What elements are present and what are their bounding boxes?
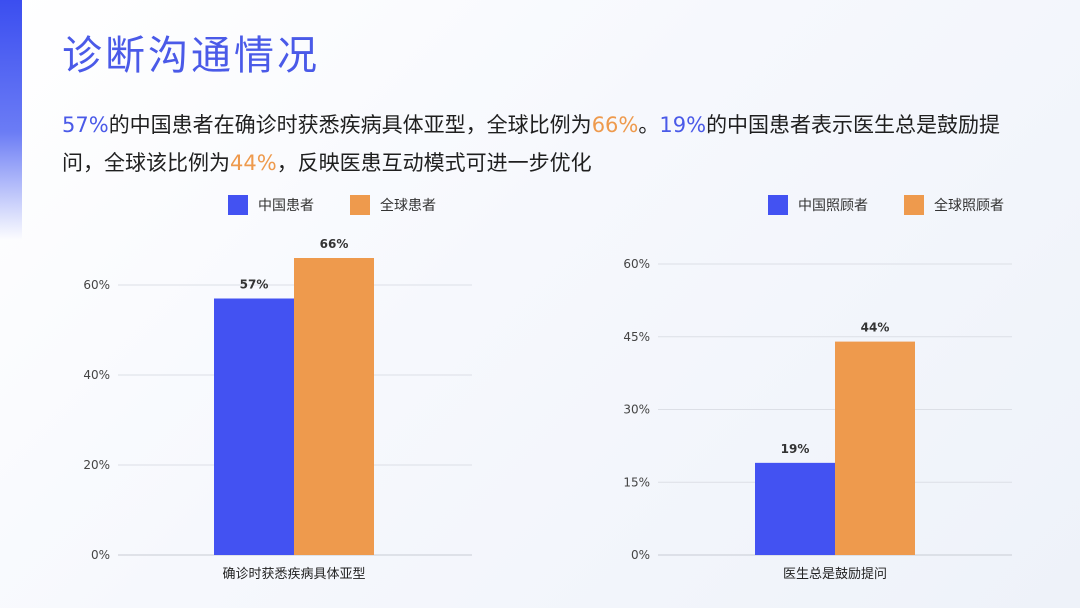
legend-label-global-caregiver: 全球照顾者: [934, 198, 1004, 214]
y-tick-label: 60%: [83, 278, 110, 292]
legend-label-china: 中国患者: [258, 198, 314, 214]
x-category-label: 确诊时获悉疾病具体亚型: [222, 567, 365, 582]
page-title: 诊断沟通情况: [62, 33, 320, 79]
data-label: 44%: [861, 321, 890, 335]
y-tick-label: 0%: [631, 548, 650, 562]
data-label: 66%: [320, 237, 349, 251]
legend-swatch-global: [350, 195, 370, 215]
legend-item-global-caregiver: 全球照顾者: [904, 195, 1004, 215]
description-segment: 。: [638, 113, 660, 137]
y-tick-label: 20%: [83, 458, 110, 472]
legend-swatch-china: [228, 195, 248, 215]
bar-global: [835, 341, 915, 555]
legend-item-china: 中国患者: [228, 195, 314, 215]
y-tick-label: 40%: [83, 368, 110, 382]
chart-2-legend: 中国照顾者 全球照顾者: [768, 194, 1004, 216]
bar-china: [214, 298, 294, 555]
y-tick-label: 45%: [623, 330, 650, 344]
description-segment: ，反映医患互动模式可进一步优化: [276, 151, 592, 175]
description-segment: 的中国患者表示医生总是鼓励提问，全球该比例为: [62, 113, 1001, 175]
accent-bar: [0, 0, 22, 240]
legend-label-global: 全球患者: [380, 198, 436, 214]
y-tick-label: 60%: [623, 257, 650, 271]
legend-item-china-caregiver: 中国照顾者: [768, 195, 868, 215]
chart-1-legend: 中国患者 全球患者: [228, 194, 436, 216]
data-label: 19%: [781, 442, 810, 456]
legend-swatch-global: [904, 195, 924, 215]
y-tick-label: 0%: [91, 548, 110, 562]
y-tick-label: 30%: [623, 403, 650, 417]
global-rate-highlight: 44%: [230, 151, 277, 175]
bar-china: [755, 462, 835, 555]
description-segment: 的中国患者在确诊时获悉疾病具体亚型，全球比例为: [108, 113, 592, 137]
bar-global: [294, 258, 374, 555]
china-rate-highlight: 19%: [659, 113, 707, 137]
global-rate-highlight: 66%: [591, 113, 639, 137]
legend-label-china-caregiver: 中国照顾者: [798, 198, 868, 214]
legend-swatch-china: [768, 195, 788, 215]
data-label: 57%: [240, 278, 269, 292]
description-text: 57%的中国患者在确诊时获悉疾病具体亚型，全球比例为66%。19%的中国患者表示…: [62, 106, 1012, 182]
legend-item-global: 全球患者: [350, 195, 436, 215]
china-rate-highlight: 57%: [62, 113, 109, 137]
x-category-label: 医生总是鼓励提问: [783, 566, 887, 582]
y-tick-label: 15%: [623, 475, 650, 489]
